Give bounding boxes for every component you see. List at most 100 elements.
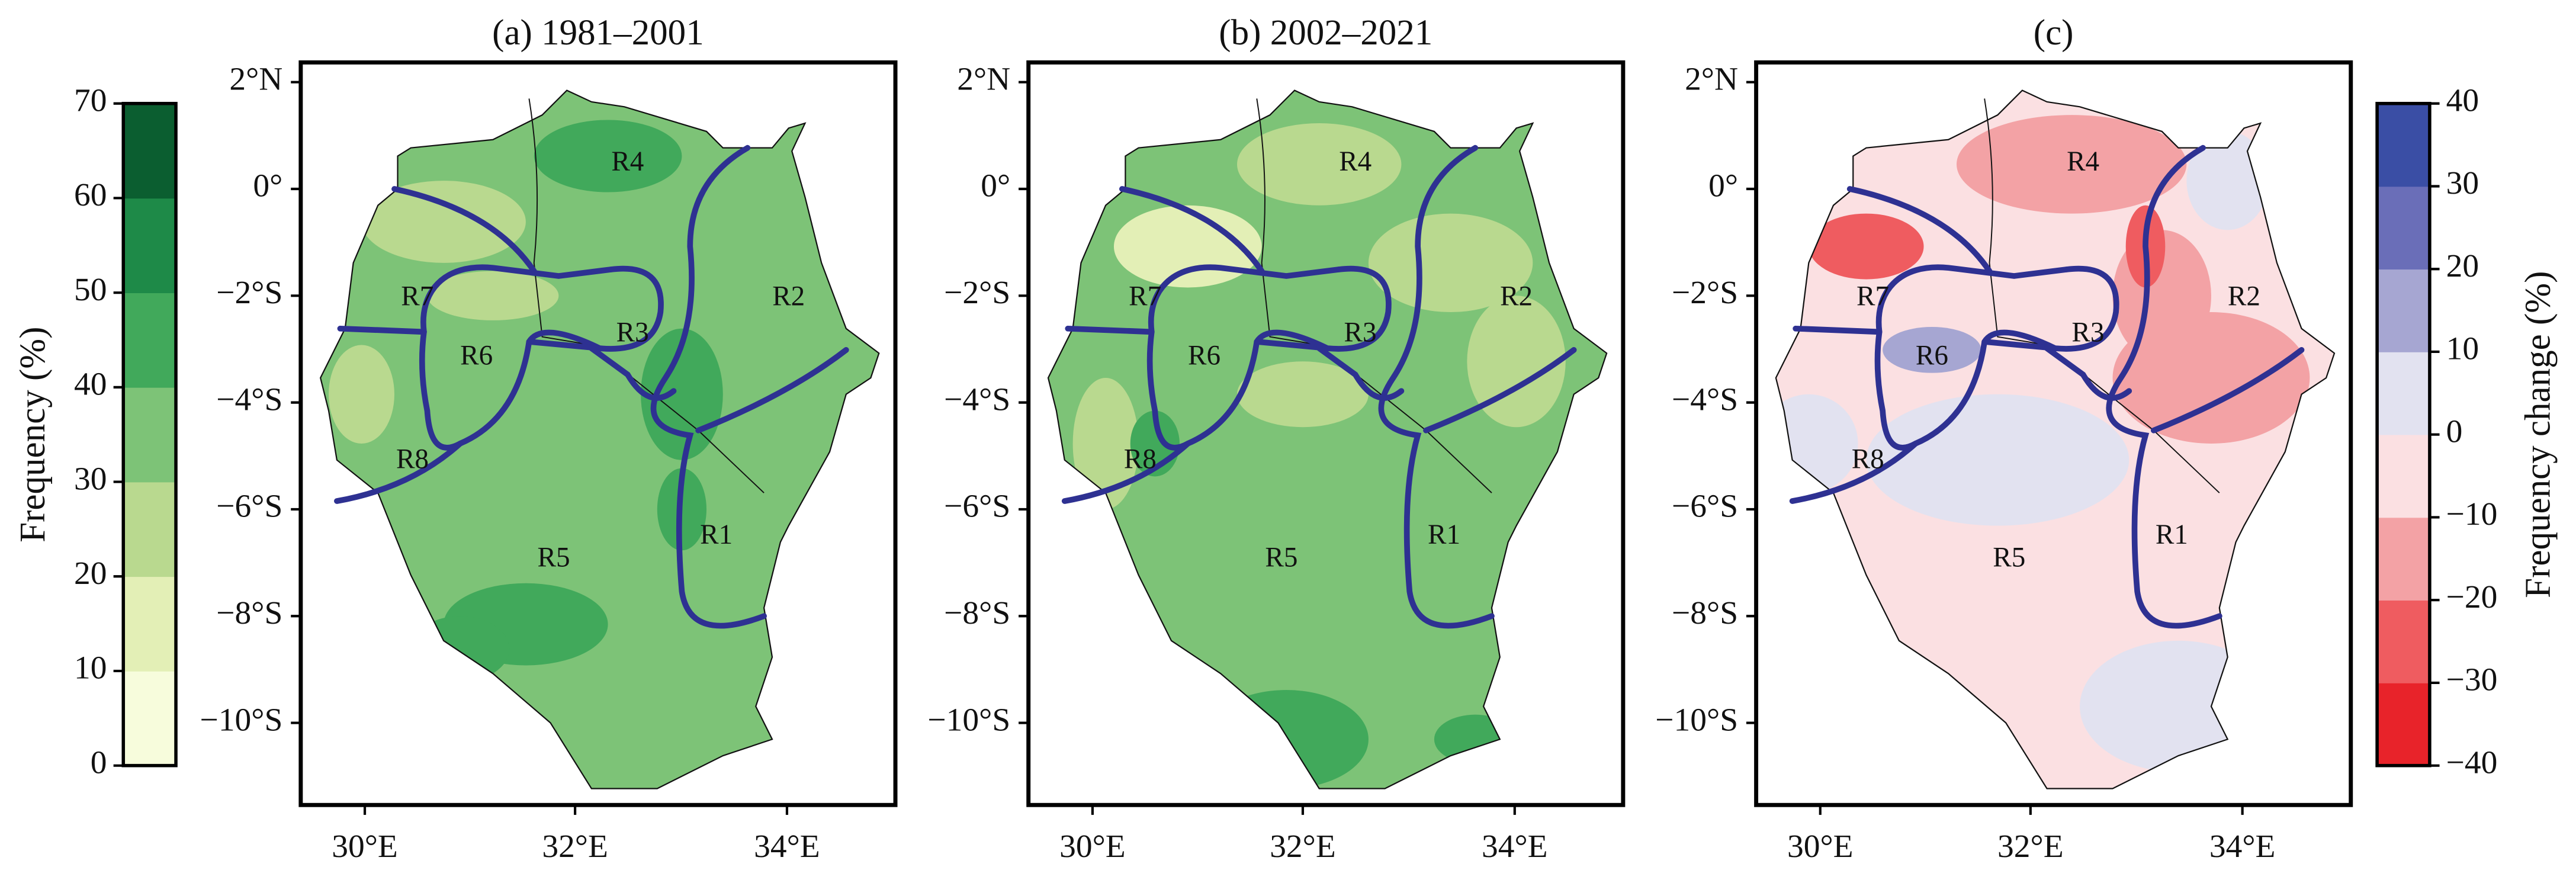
region-boundary <box>2044 345 2132 401</box>
lon-tick-label: 34°E <box>2209 828 2276 864</box>
region-label: R3 <box>1344 317 1377 348</box>
lon-tick-label: 34°E <box>754 828 820 864</box>
region-boundary <box>1875 264 2070 335</box>
region-boundary <box>1316 345 1405 401</box>
map-panel: R1 R2 R3 R4 R5 R6 R7 R8 (b) 2002–2021 2°N 0° −2°S −4… <box>927 13 1626 864</box>
field-patch <box>1956 115 2187 214</box>
colorbar-tick-label: −20 <box>2446 579 2498 615</box>
region-label: R5 <box>538 542 570 573</box>
colorbar-bin <box>123 293 176 388</box>
field-patch <box>1775 394 1858 493</box>
colorbar-bin <box>2377 269 2430 352</box>
region-boundary <box>2151 346 2305 434</box>
lon-tick-label: 30°E <box>1787 828 1854 864</box>
region-label: R1 <box>700 519 733 550</box>
region-label: R2 <box>2228 281 2260 312</box>
colorbar-tick-label: −30 <box>2446 662 2498 698</box>
lat-tick-label: −4°S <box>944 381 1010 417</box>
lat-tick-label: −8°S <box>944 595 1010 631</box>
colorbar-bin <box>2377 682 2430 766</box>
lat-tick-label: −10°S <box>927 701 1010 737</box>
colorbar-tick-label: 30 <box>2446 165 2479 201</box>
lat-tick-label: 0° <box>981 168 1010 204</box>
colorbar-bin <box>123 481 176 577</box>
field-patch <box>1204 690 1369 789</box>
panel-title: (a) 1981–2001 <box>492 13 704 53</box>
colorbar-tick-label: 0 <box>2446 413 2463 449</box>
field-patch <box>1866 394 2129 526</box>
colorbar-tick-label: −40 <box>2446 744 2498 780</box>
region-label: R8 <box>396 444 429 474</box>
field-patch <box>1072 378 1139 509</box>
field-patch <box>1237 123 1402 206</box>
field-patch <box>410 616 510 682</box>
colorbar-bin <box>2377 434 2430 518</box>
region-boundary <box>391 186 537 274</box>
lat-tick-label: 2°N <box>1685 60 1738 97</box>
colorbar-bin <box>123 198 176 293</box>
colorbar-label: Frequency (%) <box>13 327 53 542</box>
lat-tick-label: −6°S <box>944 488 1010 524</box>
field-patch <box>1817 583 1883 649</box>
colorbar-label: Frequency change (%) <box>2519 271 2558 598</box>
region-label: R6 <box>1188 341 1220 371</box>
colorbar-bin <box>123 576 176 672</box>
region-label: R5 <box>1265 542 1297 573</box>
country-border <box>1775 89 2336 789</box>
field-patch <box>361 181 526 263</box>
region-boundary <box>695 346 849 434</box>
field-patch <box>1467 296 1566 428</box>
field-patch <box>427 271 559 320</box>
colorbar-tick-label: 20 <box>2446 248 2479 284</box>
region-label: R7 <box>401 281 433 312</box>
colorbar-tick-label: 0 <box>91 744 107 780</box>
colorbar-tick-label: 50 <box>74 271 107 307</box>
colorbar-tick-label: 10 <box>74 650 107 686</box>
field-patch <box>1809 213 1924 280</box>
colorbar-tick-label: 10 <box>2446 330 2479 367</box>
lat-tick-label: 2°N <box>229 60 282 97</box>
region-label: R3 <box>2071 317 2104 348</box>
colorbar-tick-label: 40 <box>2446 82 2479 118</box>
region-boundary <box>1423 346 1577 434</box>
region-label: R4 <box>1339 146 1371 177</box>
lat-tick-label: −4°S <box>1672 381 1738 417</box>
lon-tick-label: 34°E <box>1482 828 1548 864</box>
region-boundary <box>1119 186 1265 274</box>
map-panel: R1 R2 R3 R4 R5 R6 R7 R8 (a) 1981–2001 2°N 0° −2°S −4… <box>200 13 898 864</box>
region-boundary <box>1789 441 1919 504</box>
field-patch <box>329 345 394 444</box>
panel-title: (c) <box>2034 13 2074 53</box>
lat-tick-label: −10°S <box>200 701 283 737</box>
lat-tick-label: −6°S <box>216 488 282 524</box>
colorbar-bin <box>2377 103 2430 187</box>
region-boundary <box>1981 339 2058 351</box>
lat-tick-label: −10°S <box>1655 701 1738 737</box>
region-label: R7 <box>1129 281 1161 312</box>
field-patch <box>1368 213 1533 313</box>
lat-tick-label: −6°S <box>1672 488 1738 524</box>
lat-tick-label: 2°N <box>957 60 1010 97</box>
map-frame <box>1026 60 1626 807</box>
region-boundary <box>334 441 463 504</box>
colorbar-bin <box>2377 186 2430 270</box>
region-label: R6 <box>460 341 493 371</box>
region-boundary <box>1254 339 1331 351</box>
region-label: R8 <box>1852 444 1884 474</box>
region-boundary <box>588 345 677 401</box>
map-frame <box>1754 60 2353 807</box>
colorbar-tick-label: 70 <box>74 82 107 118</box>
country-border <box>1047 89 1608 789</box>
colorbar-frame <box>121 101 178 768</box>
lat-tick-label: −8°S <box>1672 595 1738 631</box>
colorbar-frame <box>2375 101 2432 768</box>
region-boundary <box>2106 145 2222 629</box>
lon-tick-label: 30°E <box>332 828 398 864</box>
lon-tick-label: 30°E <box>1059 828 1126 864</box>
region-boundary <box>650 145 767 629</box>
colorbar-tick-label: 40 <box>74 366 107 402</box>
region-label: R8 <box>1124 444 1157 474</box>
lat-tick-label: −4°S <box>216 381 282 417</box>
field-patch <box>2080 640 2277 772</box>
